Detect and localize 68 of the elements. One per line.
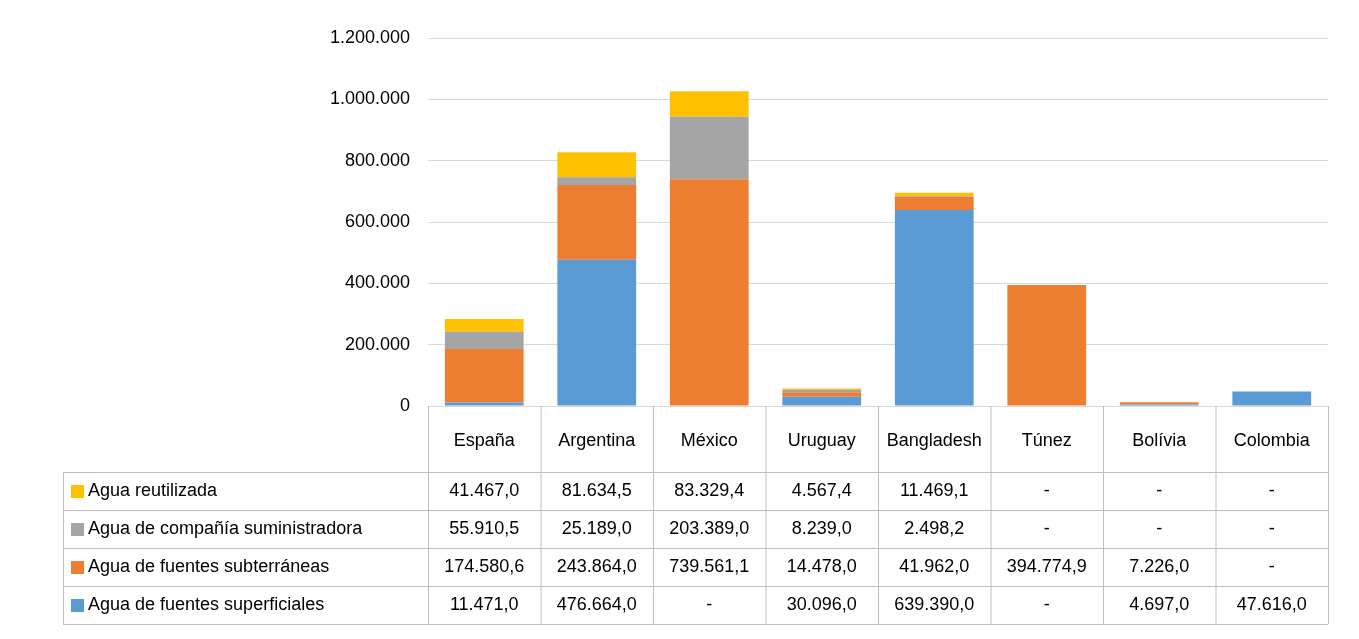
bar <box>669 91 749 117</box>
y-tick-label: 1.000.000 <box>329 88 410 109</box>
bar <box>444 348 524 403</box>
data-label: 8.239,0 <box>791 517 852 538</box>
data-label: 55.910,5 <box>449 517 520 538</box>
text: - <box>1043 517 1050 538</box>
bar <box>444 402 524 406</box>
bar <box>444 319 524 332</box>
data-label: 81.634,5 <box>561 479 632 500</box>
data-label: 14.478,0 <box>786 555 857 576</box>
legend-label: Agua reutilizada <box>88 479 219 500</box>
x-tick-label: Argentina <box>558 429 637 450</box>
bar <box>1232 391 1312 406</box>
y-tick-label: 400.000 <box>344 272 410 293</box>
text: - <box>1043 479 1050 500</box>
y-tick-label: 200.000 <box>344 333 410 354</box>
text: - <box>1043 593 1050 614</box>
data-label: 4.567,4 <box>791 479 852 500</box>
data-label: 11.471,0 <box>449 593 519 614</box>
x-tick-label: Bolívia <box>1132 429 1188 450</box>
x-tick-label: México <box>680 429 738 450</box>
bar <box>669 116 749 180</box>
bar <box>782 396 862 406</box>
data-label: 83.329,4 <box>674 479 745 500</box>
data-label: 25.189,0 <box>561 517 632 538</box>
legend-label: Agua de fuentes superficiales <box>88 593 325 614</box>
text: - <box>1268 555 1275 576</box>
legend-label: Agua de fuentes subterráneas <box>88 555 330 576</box>
bar <box>669 179 749 406</box>
data-label: 4.697,0 <box>1129 593 1190 614</box>
data-label: 174.580,6 <box>444 555 525 576</box>
text: - <box>1156 517 1163 538</box>
x-tick-label: Uruguay <box>787 429 856 450</box>
bar <box>444 331 524 349</box>
y-tick-label: 800.000 <box>344 149 410 170</box>
text: - <box>1268 479 1275 500</box>
data-label: 394.774,9 <box>1006 555 1087 576</box>
data-label: 11.469,1 <box>899 479 969 500</box>
x-tick-label: Bangladesh <box>886 429 982 450</box>
data-label: 41.962,0 <box>899 555 970 576</box>
data-label: 639.390,0 <box>894 593 975 614</box>
data-label: 47.616,0 <box>1236 593 1307 614</box>
text: - <box>1268 517 1275 538</box>
bar <box>557 185 637 260</box>
bar <box>782 392 862 397</box>
data-label: 476.664,0 <box>556 593 637 614</box>
legend-label: Agua de compañía suministradora <box>88 517 364 538</box>
data-label: 739.561,1 <box>669 555 750 576</box>
bar <box>557 177 637 186</box>
bar <box>894 197 974 210</box>
data-label: 7.226,0 <box>1129 555 1190 576</box>
data-label: 2.498,2 <box>904 517 965 538</box>
data-label: 203.389,0 <box>669 517 750 538</box>
data-label: 41.467,0 <box>449 479 520 500</box>
bar <box>557 152 637 178</box>
y-tick-label: 1.200.000 <box>329 26 410 47</box>
bar <box>557 259 637 406</box>
bar <box>1007 284 1087 406</box>
x-tick-label: Colombia <box>1233 429 1311 450</box>
y-tick-label: 600.000 <box>344 210 410 231</box>
data-label: 30.096,0 <box>786 593 857 614</box>
y-tick-label: 0 <box>399 394 410 415</box>
text: - <box>706 593 713 614</box>
x-tick-label: Túnez <box>1021 429 1072 450</box>
text: - <box>1156 479 1163 500</box>
bar <box>894 209 974 406</box>
data-label: 243.864,0 <box>556 555 637 576</box>
x-tick-label: España <box>453 429 516 450</box>
